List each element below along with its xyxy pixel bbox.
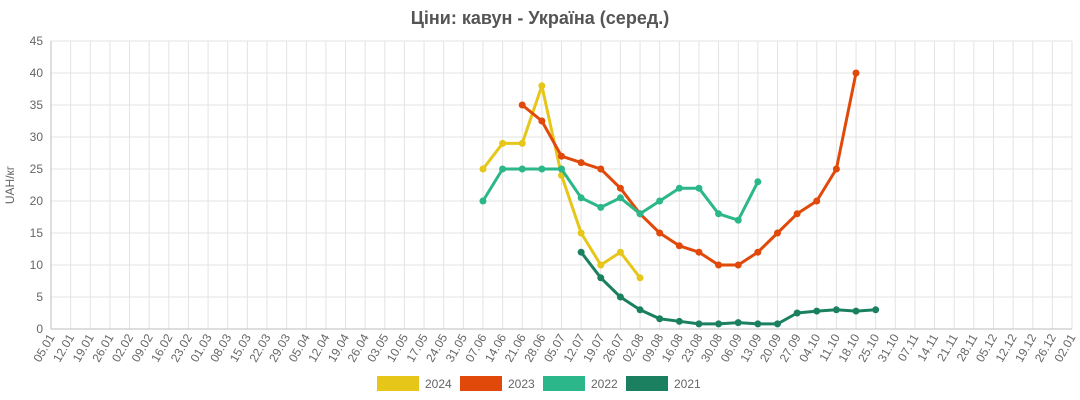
data-point-2021: [675, 317, 683, 325]
y-tick-label: 40: [30, 66, 44, 80]
legend-label-2021: 2021: [674, 377, 701, 391]
data-point-2023: [675, 242, 683, 250]
legend-swatch-2022: [543, 376, 585, 391]
data-point-2023: [715, 261, 723, 269]
data-point-2021: [793, 309, 801, 317]
data-point-2024: [616, 248, 624, 256]
data-point-2023: [558, 152, 565, 160]
data-point-2023: [695, 248, 703, 256]
data-point-2023: [616, 184, 624, 192]
y-tick-label: 0: [36, 322, 43, 336]
legend-swatch-2023: [460, 376, 502, 391]
data-point-2021: [773, 320, 781, 328]
data-point-2023: [577, 159, 585, 167]
data-point-2023: [656, 229, 664, 237]
data-point-2022: [754, 178, 762, 186]
data-point-2024: [499, 139, 507, 147]
legend-swatch-2024: [377, 376, 419, 391]
y-tick-label: 30: [30, 130, 44, 144]
x-tick-label: 02.01: [1051, 331, 1078, 364]
data-point-2021: [852, 307, 860, 315]
legend-swatch-2021: [626, 376, 668, 391]
data-point-2022: [558, 165, 565, 173]
data-point-2024: [597, 261, 605, 269]
y-tick-label: 20: [30, 194, 44, 208]
data-point-2024: [518, 139, 526, 147]
data-point-2022: [479, 197, 487, 205]
y-tick-label: 25: [30, 162, 44, 176]
y-axis-label: UAH/кг: [3, 165, 17, 204]
data-point-2023: [518, 101, 526, 109]
data-point-2022: [597, 203, 605, 211]
series-line-2021: [579, 250, 878, 326]
data-point-2023: [538, 117, 546, 125]
y-tick-label: 15: [30, 226, 44, 240]
data-point-2021: [616, 293, 624, 301]
data-point-2024: [636, 274, 644, 282]
data-point-2021: [695, 320, 703, 328]
data-point-2021: [577, 248, 585, 256]
data-point-2022: [715, 210, 723, 218]
data-point-2023: [852, 69, 860, 77]
data-point-2022: [538, 165, 546, 173]
data-point-2023: [754, 248, 762, 256]
data-point-2022: [518, 165, 526, 173]
data-point-2022: [636, 210, 644, 218]
data-point-2022: [577, 194, 585, 202]
data-point-2023: [734, 261, 742, 269]
data-point-2021: [636, 306, 644, 314]
legend-label-2024: 2024: [425, 377, 452, 391]
data-point-2022: [499, 165, 507, 173]
y-tick-label: 10: [30, 258, 44, 272]
data-point-2021: [872, 306, 880, 314]
data-point-2023: [813, 197, 821, 205]
data-point-2022: [675, 184, 683, 192]
data-point-2022: [695, 184, 703, 192]
data-point-2024: [538, 82, 546, 90]
data-point-2022: [656, 197, 664, 205]
data-point-2022: [734, 216, 742, 224]
data-point-2021: [597, 274, 605, 282]
data-point-2021: [656, 315, 664, 323]
data-point-2023: [773, 229, 781, 237]
data-point-2024: [479, 165, 487, 173]
data-point-2021: [832, 306, 840, 314]
data-point-2023: [793, 210, 801, 218]
data-point-2021: [754, 320, 762, 328]
y-tick-label: 35: [30, 98, 44, 112]
y-tick-label: 45: [30, 34, 44, 48]
data-point-2023: [597, 165, 605, 173]
y-tick-label: 5: [36, 290, 43, 304]
chart-title: Ціни: кавун - Україна (серед.): [410, 8, 670, 28]
data-point-2022: [616, 194, 624, 202]
data-point-2021: [813, 307, 821, 315]
legend-label-2022: 2022: [591, 377, 618, 391]
data-point-2023: [832, 165, 840, 173]
legend-label-2023: 2023: [508, 377, 535, 391]
data-point-2021: [715, 320, 723, 328]
data-point-2021: [734, 319, 742, 327]
data-point-2024: [577, 229, 585, 237]
